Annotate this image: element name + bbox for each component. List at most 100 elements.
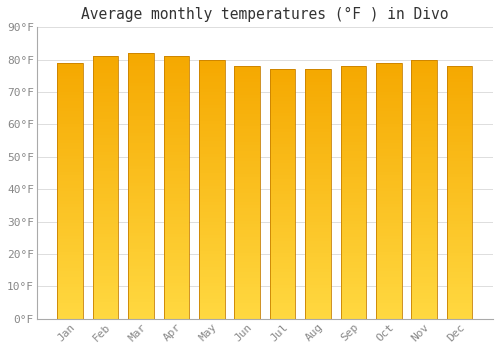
Bar bbox=[340, 281, 366, 284]
Bar bbox=[58, 284, 83, 287]
Bar bbox=[58, 105, 83, 108]
Bar bbox=[234, 88, 260, 91]
Bar bbox=[447, 297, 472, 300]
Bar bbox=[164, 273, 189, 276]
Bar bbox=[270, 100, 295, 104]
Bar bbox=[164, 139, 189, 142]
Bar bbox=[447, 164, 472, 167]
Bar bbox=[93, 125, 118, 128]
Bar bbox=[58, 201, 83, 204]
Bar bbox=[340, 76, 366, 79]
Bar bbox=[93, 260, 118, 263]
Bar bbox=[305, 203, 330, 206]
Bar bbox=[270, 247, 295, 250]
Bar bbox=[199, 173, 224, 176]
Bar bbox=[305, 119, 330, 122]
Bar bbox=[305, 294, 330, 297]
Bar bbox=[305, 300, 330, 303]
Bar bbox=[199, 176, 224, 180]
Bar bbox=[340, 300, 366, 303]
Bar bbox=[128, 110, 154, 113]
Bar bbox=[340, 250, 366, 253]
Bar bbox=[234, 104, 260, 107]
Bar bbox=[340, 142, 366, 145]
Bar bbox=[128, 316, 154, 319]
Bar bbox=[447, 120, 472, 123]
Bar bbox=[164, 253, 189, 257]
Bar bbox=[270, 104, 295, 107]
Bar bbox=[199, 118, 224, 121]
Bar bbox=[93, 132, 118, 135]
Bar bbox=[234, 268, 260, 272]
Bar bbox=[199, 108, 224, 112]
Bar bbox=[305, 135, 330, 138]
Bar bbox=[305, 219, 330, 222]
Bar bbox=[376, 63, 402, 319]
Bar bbox=[234, 278, 260, 281]
Bar bbox=[447, 265, 472, 268]
Bar bbox=[128, 259, 154, 262]
Bar bbox=[234, 123, 260, 126]
Bar bbox=[93, 257, 118, 260]
Bar bbox=[376, 220, 402, 223]
Bar bbox=[376, 191, 402, 194]
Bar bbox=[234, 161, 260, 164]
Bar bbox=[164, 109, 189, 112]
Bar bbox=[340, 148, 366, 152]
Bar bbox=[376, 242, 402, 245]
Bar bbox=[305, 309, 330, 313]
Bar bbox=[234, 233, 260, 237]
Bar bbox=[234, 180, 260, 183]
Bar bbox=[412, 157, 437, 160]
Bar bbox=[412, 60, 437, 63]
Bar bbox=[412, 225, 437, 228]
Bar bbox=[93, 175, 118, 178]
Bar bbox=[376, 274, 402, 277]
Bar bbox=[447, 306, 472, 309]
Bar bbox=[412, 186, 437, 189]
Bar bbox=[340, 164, 366, 167]
Bar bbox=[305, 182, 330, 185]
Bar bbox=[447, 208, 472, 211]
Bar bbox=[412, 316, 437, 319]
Bar bbox=[305, 263, 330, 266]
Bar bbox=[234, 142, 260, 145]
Bar bbox=[58, 127, 83, 130]
Bar bbox=[164, 296, 189, 299]
Bar bbox=[447, 275, 472, 278]
Bar bbox=[447, 155, 472, 158]
Bar bbox=[376, 284, 402, 287]
Bar bbox=[93, 148, 118, 152]
Bar bbox=[447, 152, 472, 155]
Bar bbox=[164, 165, 189, 168]
Bar bbox=[58, 175, 83, 178]
Bar bbox=[376, 133, 402, 136]
Bar bbox=[447, 215, 472, 218]
Bar bbox=[305, 241, 330, 244]
Bar bbox=[340, 152, 366, 155]
Bar bbox=[305, 229, 330, 232]
Bar bbox=[128, 282, 154, 286]
Bar bbox=[93, 99, 118, 103]
Bar bbox=[199, 260, 224, 264]
Bar bbox=[447, 167, 472, 170]
Bar bbox=[340, 123, 366, 126]
Bar bbox=[58, 92, 83, 95]
Bar bbox=[128, 149, 154, 153]
Bar bbox=[376, 296, 402, 300]
Bar bbox=[270, 278, 295, 281]
Bar bbox=[270, 197, 295, 201]
Bar bbox=[447, 158, 472, 161]
Bar bbox=[376, 265, 402, 268]
Bar bbox=[340, 202, 366, 205]
Bar bbox=[199, 102, 224, 105]
Bar bbox=[376, 82, 402, 85]
Bar bbox=[376, 76, 402, 79]
Bar bbox=[376, 290, 402, 293]
Bar bbox=[93, 92, 118, 96]
Bar bbox=[376, 252, 402, 255]
Bar bbox=[234, 107, 260, 110]
Bar bbox=[128, 63, 154, 66]
Bar bbox=[340, 316, 366, 319]
Bar bbox=[164, 181, 189, 184]
